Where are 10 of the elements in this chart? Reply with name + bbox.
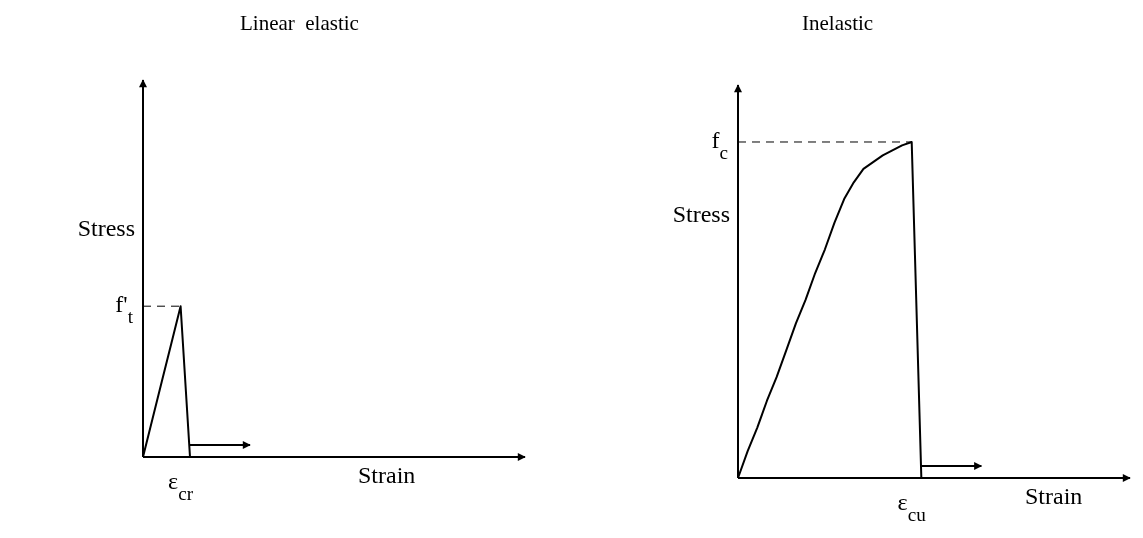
chart-title: Inelastic xyxy=(802,11,874,35)
text: ε$_{cr}$ xyxy=(168,468,194,504)
y-axis-title: Stress xyxy=(672,201,730,227)
ref-line-label: f$_{c}$ xyxy=(711,126,728,163)
text: ε$_{cu}$ xyxy=(897,489,927,525)
x-axis-title: Strain xyxy=(1025,483,1083,509)
chart-title: Linear elastic xyxy=(240,11,359,35)
ref-line-label: f'$_{t}$ xyxy=(115,291,134,327)
x-axis-title: Strain xyxy=(358,462,416,488)
y-axis-title: Stress xyxy=(77,215,135,241)
